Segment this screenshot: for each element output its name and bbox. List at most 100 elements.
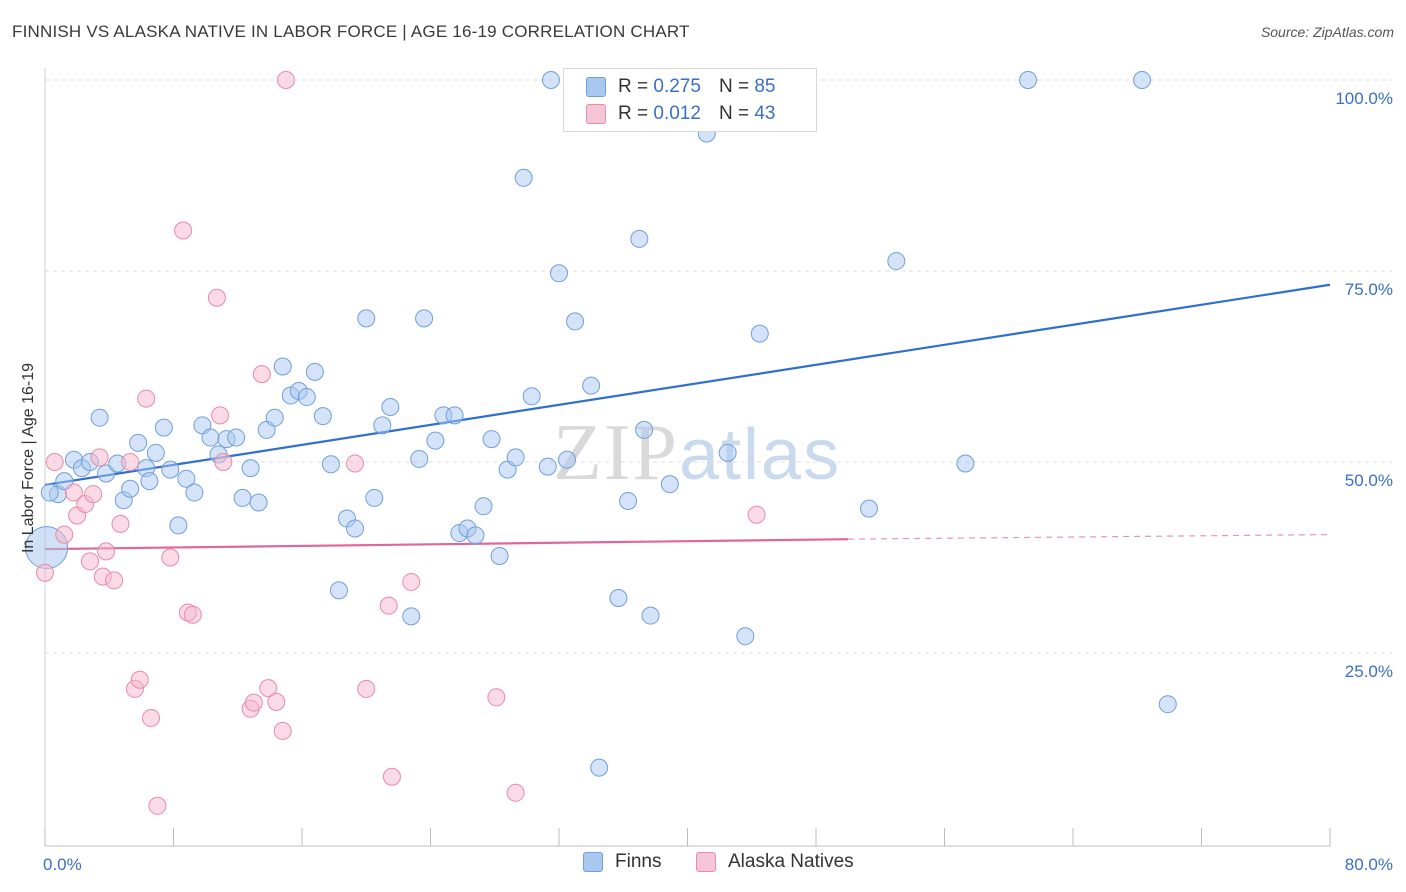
trend-line-alaska bbox=[44, 538, 849, 551]
watermark: ZIPatlas bbox=[553, 408, 841, 499]
trend-lines bbox=[44, 283, 1331, 551]
point-finns bbox=[445, 406, 464, 425]
point-finns bbox=[718, 443, 737, 462]
point-alaska bbox=[174, 221, 193, 240]
point-finns bbox=[373, 416, 392, 435]
point-finns bbox=[265, 408, 284, 427]
point-alaska bbox=[80, 552, 99, 571]
trend-line-finns bbox=[44, 283, 1331, 487]
point-finns bbox=[956, 454, 975, 473]
trend-line-alaska-extension bbox=[848, 533, 1331, 540]
point-alaska bbox=[402, 572, 421, 591]
y-tick-label-75: 75.0% bbox=[1345, 280, 1393, 299]
point-finns bbox=[590, 758, 609, 777]
point-finns bbox=[346, 519, 365, 538]
point-finns bbox=[641, 606, 660, 625]
point-alaska bbox=[64, 483, 83, 502]
bottom-legend-swatch-alaska bbox=[696, 852, 716, 872]
point-finns bbox=[40, 483, 59, 502]
point-alaska bbox=[214, 453, 233, 471]
point-finns bbox=[321, 455, 340, 474]
gridlines bbox=[45, 79, 1392, 654]
point-alaska bbox=[36, 563, 54, 582]
point-alaska bbox=[207, 288, 226, 307]
x-tick-label-min: 0.0% bbox=[43, 855, 82, 874]
point-finns bbox=[90, 408, 109, 427]
data-points bbox=[25, 71, 1177, 815]
point-alaska bbox=[252, 365, 271, 384]
axes bbox=[44, 68, 1331, 847]
point-finns bbox=[329, 581, 348, 600]
point-alaska bbox=[273, 721, 292, 740]
bottom-legend-swatch-finns bbox=[583, 852, 603, 872]
watermark-atlas: atlas bbox=[679, 415, 842, 495]
point-alaska bbox=[379, 596, 398, 615]
point-alaska bbox=[148, 796, 167, 815]
point-finns bbox=[750, 324, 769, 343]
point-finns bbox=[538, 457, 557, 476]
point-finns bbox=[1133, 71, 1152, 89]
point-finns bbox=[466, 526, 485, 545]
point-finns bbox=[426, 431, 445, 450]
point-finns bbox=[541, 71, 560, 89]
point-alaska bbox=[244, 693, 263, 712]
legend: R = 0.275 N = 85 R = 0.012 N = 43 bbox=[563, 68, 817, 132]
point-finns bbox=[482, 430, 501, 449]
point-finns bbox=[305, 362, 324, 381]
point-alaska bbox=[267, 692, 286, 711]
tick-labels: 25.0% 50.0% 75.0% 100.0% 0.0% 80.0% bbox=[43, 89, 1393, 874]
point-finns bbox=[474, 497, 493, 516]
point-finns bbox=[381, 397, 400, 416]
legend-swatch-finns bbox=[586, 77, 606, 97]
point-finns bbox=[635, 420, 654, 439]
chart-title: FINNISH VS ALASKA NATIVE IN LABOR FORCE … bbox=[12, 22, 690, 41]
point-finns bbox=[1158, 695, 1177, 714]
point-finns bbox=[522, 387, 541, 406]
point-alaska bbox=[84, 485, 103, 504]
point-alaska bbox=[161, 548, 180, 567]
point-finns bbox=[185, 483, 204, 502]
watermark-zip: ZIP bbox=[553, 409, 679, 497]
legend-r-value-alaska: 0.012 bbox=[653, 103, 701, 124]
point-alaska bbox=[55, 525, 74, 544]
legend-n-value-finns: 85 bbox=[754, 76, 776, 97]
point-finns bbox=[566, 312, 585, 331]
point-alaska bbox=[105, 571, 124, 590]
point-alaska bbox=[357, 679, 376, 698]
point-finns bbox=[736, 627, 755, 646]
point-finns bbox=[241, 459, 260, 478]
point-finns bbox=[161, 460, 180, 479]
legend-r-label: R = bbox=[618, 103, 649, 124]
point-alaska bbox=[97, 542, 116, 561]
legend-n-label: N = bbox=[718, 76, 750, 97]
point-finns bbox=[415, 309, 434, 328]
point-finns bbox=[1019, 71, 1038, 89]
point-alaska bbox=[276, 71, 295, 89]
legend-n-value-alaska: 43 bbox=[754, 103, 776, 124]
point-alaska bbox=[346, 454, 365, 473]
source-label: Source: ZipAtlas.com bbox=[1260, 24, 1394, 40]
point-finns bbox=[97, 464, 116, 483]
point-finns bbox=[410, 449, 429, 468]
point-alaska bbox=[90, 448, 109, 467]
point-finns bbox=[550, 264, 568, 283]
point-alaska bbox=[747, 505, 766, 524]
bottom-legend-alaska: Alaska Natives bbox=[696, 851, 854, 873]
bottom-legend: Finns Alaska Natives bbox=[0, 851, 1406, 877]
point-finns bbox=[887, 252, 906, 271]
point-alaska bbox=[45, 453, 64, 471]
x-tick-label-max: 80.0% bbox=[1345, 855, 1393, 874]
legend-r-value-finns: 0.275 bbox=[653, 76, 701, 97]
point-finns bbox=[619, 491, 638, 510]
point-alaska bbox=[142, 708, 161, 727]
point-alaska bbox=[130, 670, 149, 689]
point-finns bbox=[249, 493, 268, 512]
point-alaska bbox=[183, 605, 202, 624]
y-tick-label-25: 25.0% bbox=[1345, 662, 1393, 681]
point-alaska bbox=[487, 688, 506, 707]
point-finns bbox=[582, 376, 601, 395]
legend-row-alaska: R = 0.012 N = 43 bbox=[586, 101, 775, 127]
point-alaska bbox=[382, 767, 401, 786]
legend-n-label: N = bbox=[718, 103, 750, 124]
